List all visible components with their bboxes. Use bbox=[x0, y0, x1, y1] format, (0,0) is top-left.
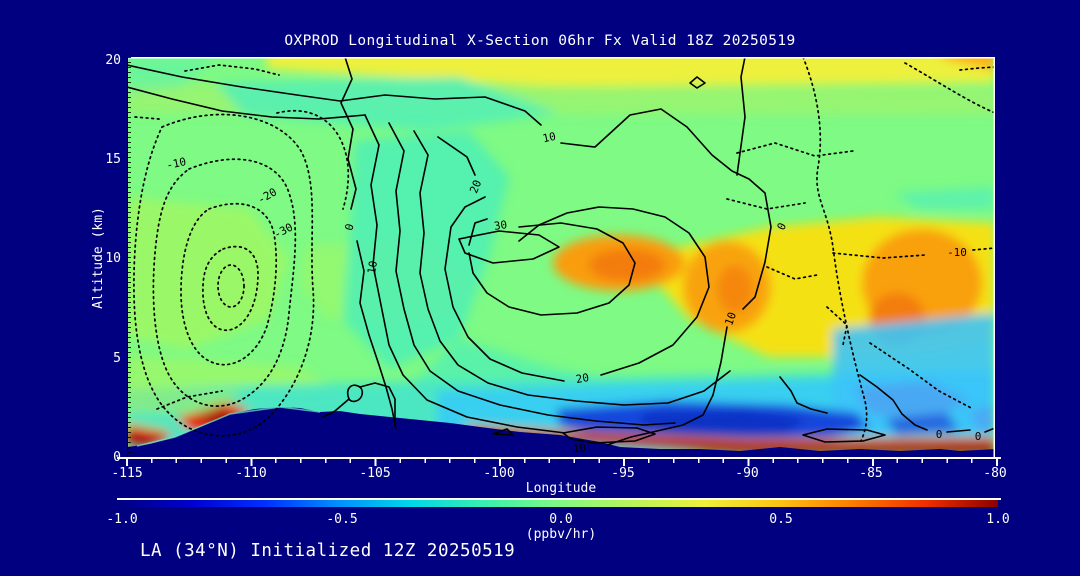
x-tick-label: -90 bbox=[735, 466, 759, 481]
contour-label: 20 bbox=[467, 178, 484, 195]
color-field bbox=[127, 57, 995, 453]
x-tick-label: -115 bbox=[111, 466, 143, 481]
dotted-contours bbox=[133, 57, 995, 442]
y-tick-label: 15 bbox=[105, 152, 121, 167]
contour-label: 0 bbox=[342, 222, 356, 232]
contour-label: 0 bbox=[775, 221, 790, 232]
x-axis-major-ticks bbox=[126, 459, 998, 466]
colorbar-tick-label: 0.5 bbox=[769, 512, 793, 527]
x-axis-line bbox=[117, 457, 1001, 459]
y-tick-label: 0 bbox=[85, 450, 121, 465]
x-tick-label: -110 bbox=[235, 466, 267, 481]
plot-title: OXPROD Longitudinal X-Section 06hr Fx Va… bbox=[284, 33, 796, 49]
contour-label: 0 bbox=[975, 430, 982, 443]
contour-label: -10 bbox=[947, 246, 967, 259]
colorbar-top-line bbox=[117, 498, 1001, 500]
contour-label: 10 bbox=[572, 441, 587, 456]
x-axis-title: Longitude bbox=[525, 481, 597, 496]
x-tick-label: -85 bbox=[859, 466, 883, 481]
contour-label: 30 bbox=[493, 218, 508, 233]
x-tick-label: -80 bbox=[983, 466, 1007, 481]
y-axis-title: Altitude (km) bbox=[91, 207, 106, 309]
x-tick-label: -105 bbox=[359, 466, 391, 481]
colorbar-gradient bbox=[118, 500, 998, 507]
colorbar-tick-label: -1.0 bbox=[106, 512, 138, 527]
contour-label: 10 bbox=[722, 310, 739, 327]
y-tick-label: 20 bbox=[105, 53, 121, 68]
contour-label: 20 bbox=[575, 371, 590, 386]
y-axis-minor-ticks bbox=[128, 57, 131, 458]
colorbar-tick-label: -0.5 bbox=[326, 512, 358, 527]
colorbar-tick-label: 0.0 bbox=[549, 512, 573, 527]
colorbar-units: (ppbv/hr) bbox=[525, 527, 597, 542]
contour-label: -10 bbox=[165, 155, 187, 172]
terrain-silhouette bbox=[127, 407, 995, 458]
contour-label: 0 bbox=[936, 428, 943, 441]
x-tick-label: -95 bbox=[611, 466, 635, 481]
colorbar-tick-label: 1.0 bbox=[986, 512, 1010, 527]
y-tick-label: 10 bbox=[105, 251, 121, 266]
y-tick-label: 5 bbox=[113, 351, 121, 366]
contour-label: 10 bbox=[365, 260, 380, 275]
contour-label: 10 bbox=[541, 130, 557, 145]
init-caption: LA (34°N) Initialized 12Z 20250519 bbox=[140, 541, 516, 561]
x-tick-label: -100 bbox=[483, 466, 515, 481]
terrain-edge-highlight bbox=[136, 406, 321, 447]
solid-contours bbox=[127, 57, 995, 446]
cross-section-plot: 0 10 20 30 10 20 10 10 0 -10 -20 -30 -10… bbox=[127, 57, 995, 458]
